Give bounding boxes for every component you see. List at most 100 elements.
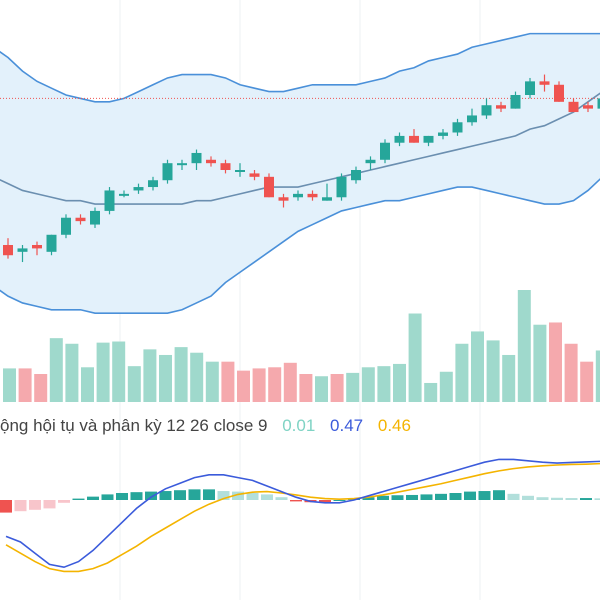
macd-hist-bar-1 (15, 500, 27, 511)
volume-bar-6 (97, 343, 110, 402)
macd-hist-bar-8 (116, 493, 128, 500)
candle-body-9 (134, 187, 144, 190)
volume-bar-34 (533, 325, 546, 402)
candle-body-24 (351, 170, 361, 180)
macd-legend: ộng hội tụ và phân kỳ 12 26 close 9 0.01… (0, 416, 421, 436)
candle-body-26 (380, 143, 390, 160)
macd-legend-label: ộng hội tụ và phân kỳ 12 26 close 9 (0, 416, 267, 435)
macd-hist-bar-5 (73, 499, 85, 500)
candle-body-34 (496, 105, 506, 108)
candle-body-27 (395, 136, 405, 143)
macd-hist-bar-19 (276, 497, 288, 500)
volume-bar-32 (502, 355, 515, 402)
macd-signal-line (6, 464, 600, 572)
candle-body-11 (163, 163, 173, 180)
volume-bar-12 (190, 353, 203, 402)
volume-bar-35 (549, 322, 562, 402)
volume-bar-23 (362, 367, 375, 402)
volume-bar-11 (175, 347, 188, 402)
candle-body-30 (438, 133, 448, 136)
volume-bar-17 (268, 367, 281, 402)
volume-bar-26 (409, 314, 422, 402)
macd-hist-bar-3 (44, 500, 56, 508)
macd-hist-bar-35 (508, 494, 520, 500)
macd-hist-bar-4 (58, 500, 70, 503)
volume-bar-28 (440, 372, 453, 402)
volume-bar-7 (112, 342, 125, 402)
volume-bar-16 (253, 368, 266, 402)
macd-hist-bar-17 (247, 493, 259, 500)
macd-hist-bar-36 (522, 496, 534, 500)
candle-body-14 (206, 160, 216, 163)
macd-hist-bar-33 (479, 491, 491, 500)
macd-hist-bar-28 (406, 495, 418, 500)
volume-bar-13 (206, 362, 219, 402)
volume-bar-14 (221, 362, 234, 402)
macd-hist-bar-38 (551, 498, 563, 500)
volume-bar-31 (487, 340, 500, 402)
candle-body-18 (264, 177, 274, 197)
candle-body-4 (61, 218, 71, 235)
candle-body-35 (511, 95, 521, 109)
macd-hist-bar-31 (450, 493, 462, 500)
macd-hist-bar-32 (464, 492, 476, 500)
macd-hist-bar-41 (595, 498, 600, 500)
signal-value: 0.47 (330, 416, 363, 435)
hist-value: 0.46 (378, 416, 411, 435)
macd-hist-bar-30 (435, 494, 447, 500)
macd-hist-bar-11 (160, 491, 172, 500)
macd-hist-bar-29 (421, 494, 433, 500)
volume-bar-18 (284, 363, 297, 402)
volume-bar-2 (34, 374, 47, 402)
candle-body-3 (47, 235, 57, 252)
volume-bar-25 (393, 364, 406, 402)
volume-bar-33 (518, 290, 531, 402)
macd-line (6, 459, 600, 567)
candle-body-7 (105, 190, 115, 210)
volume-bar-30 (471, 331, 484, 402)
volume-bar-15 (237, 371, 250, 402)
candle-body-36 (525, 81, 535, 95)
candle-body-32 (467, 115, 477, 122)
volume-bar-37 (580, 362, 593, 402)
macd-hist-bar-7 (102, 494, 114, 500)
candle-body-22 (322, 197, 332, 200)
volume-bar-5 (81, 367, 94, 402)
candle-body-37 (540, 81, 550, 84)
candle-body-1 (18, 248, 28, 251)
candle-body-2 (32, 245, 42, 248)
volume-bar-21 (331, 374, 344, 402)
macd-hist-bar-39 (566, 498, 578, 500)
candle-body-33 (482, 105, 492, 115)
macd-hist-bar-37 (537, 497, 549, 500)
macd-hist-bar-27 (392, 495, 404, 500)
macd-hist-bar-23 (334, 500, 346, 501)
candle-body-40 (583, 105, 593, 108)
volume-bar-10 (159, 355, 172, 402)
candle-body-15 (221, 163, 231, 170)
volume-bar-19 (299, 374, 312, 402)
candle-body-5 (76, 218, 86, 221)
macd-hist-bar-12 (174, 490, 186, 500)
candle-body-39 (569, 102, 579, 112)
candle-body-10 (148, 180, 158, 187)
candle-body-8 (119, 194, 129, 196)
bollinger-band-fill (0, 34, 600, 314)
candle-body-20 (293, 194, 303, 197)
macd-hist-bar-34 (493, 490, 505, 500)
macd-value: 0.01 (282, 416, 315, 435)
macd-hist-bar-10 (145, 492, 157, 500)
volume-bar-24 (377, 366, 390, 402)
candle-body-21 (308, 194, 318, 197)
volume-bar-22 (346, 373, 359, 402)
volume-bar-1 (19, 368, 32, 402)
candle-body-23 (337, 177, 347, 197)
candle-body-16 (235, 170, 245, 172)
macd-hist-bar-6 (87, 497, 99, 500)
candle-body-0 (3, 245, 13, 255)
volume-bar-20 (315, 376, 328, 402)
macd-hist-bar-18 (261, 494, 273, 500)
candle-body-29 (424, 136, 434, 143)
